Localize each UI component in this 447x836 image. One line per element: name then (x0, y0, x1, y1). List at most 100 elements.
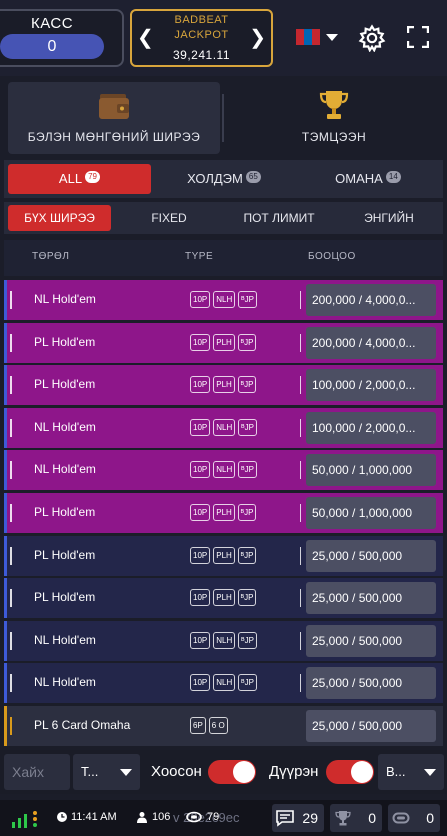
row-game-name: PL Hold'em (34, 505, 96, 519)
search-input[interactable] (4, 754, 70, 790)
filter-holdem-label: ХОЛДЭМ (187, 171, 243, 186)
chevron-left-icon[interactable]: ❮ (137, 27, 154, 49)
row-divider (300, 632, 301, 650)
row-tag: 10P (190, 461, 211, 478)
jackpot-widget: ❮ BADBEAT JACKPOT 39,241.11 ❯ (130, 9, 273, 67)
row-status-mark (10, 461, 12, 479)
row-game-name: PL 6 Card Omaha (34, 718, 131, 732)
mongolia-flag-icon[interactable] (296, 29, 320, 45)
table-list[interactable]: NL Hold'em 10P NLH ᴮJP 200,000 / 4,000,0... P… (4, 280, 447, 748)
filter-all-count: 79 (85, 171, 101, 183)
filter-all[interactable]: ALL 79 (8, 164, 151, 194)
token-button[interactable]: 0 (388, 804, 440, 832)
row-tag: PLH (213, 504, 235, 521)
table-header: ТӨРӨЛ TYPE БООЦОО (4, 240, 443, 276)
filter-omaha-label: ОМАНА (335, 171, 383, 186)
row-tag: ᴮJP (238, 419, 257, 436)
row-stakes: 25,000 / 500,000 (306, 582, 436, 614)
signal-strength-icon (12, 811, 37, 828)
table-row[interactable]: PL 6 Card Omaha 6P 6 O 25,000 / 500,000 (4, 706, 443, 746)
limit-simple-tab[interactable]: ЭНГИЙН (364, 211, 414, 225)
row-stakes: 50,000 / 1,000,000 (306, 497, 436, 529)
row-stakes: 100,000 / 2,000,0... (306, 412, 436, 444)
column-header-type[interactable]: ТӨРӨЛ (32, 251, 70, 262)
fullscreen-icon[interactable] (407, 26, 429, 48)
row-stakes: 25,000 / 500,000 (306, 625, 436, 657)
filter-omaha[interactable]: ОМАНА 14 (297, 164, 439, 194)
cashier-widget[interactable]: КАСС 0 (0, 9, 124, 67)
toggle-knob (233, 761, 255, 783)
tab-tournaments[interactable]: ТЭМЦЭЭН (228, 82, 440, 154)
jackpot-value: 39,241.11 (173, 48, 230, 62)
jackpot-title-line1: BADBEAT (174, 14, 229, 26)
row-tags: 10P PLH ᴮJP (190, 589, 257, 606)
row-tags: 10P PLH ᴮJP (190, 376, 257, 393)
table-row[interactable]: NL Hold'em 10P NLH ᴮJP 25,000 / 500,000 (4, 621, 443, 661)
type-select[interactable]: T... (73, 754, 140, 790)
filter-holdem[interactable]: ХОЛДЭМ 65 (154, 164, 294, 194)
row-game-name: NL Hold'em (34, 633, 96, 647)
row-divider (300, 334, 301, 352)
row-tag: NLH (213, 674, 236, 691)
table-row[interactable]: NL Hold'em 10P NLH ᴮJP 200,000 / 4,000,0... (4, 280, 443, 320)
row-tag: 6P (190, 717, 206, 734)
row-tag: ᴮJP (237, 334, 257, 351)
cashier-balance[interactable]: 0 (0, 34, 104, 59)
row-status-mark (10, 291, 12, 309)
column-header-stakes[interactable]: БООЦОО (308, 251, 356, 262)
column-header-type2[interactable]: TYPE (185, 251, 214, 262)
row-tag: 10P (190, 334, 211, 351)
trophy-icon (319, 91, 349, 119)
row-tags: 10P NLH ᴮJP (190, 461, 257, 478)
user-icon (137, 812, 147, 823)
row-accent-bar (4, 450, 7, 490)
row-stakes: 25,000 / 500,000 (306, 710, 436, 742)
row-tags: 10P NLH ᴮJP (190, 291, 257, 308)
jackpot-title-line2: JACKPOT (174, 29, 229, 41)
chat-count: 29 (302, 810, 318, 826)
row-tag: NLH (213, 291, 236, 308)
table-row[interactable]: NL Hold'em 10P NLH ᴮJP 25,000 / 500,000 (4, 663, 443, 703)
full-tables-toggle[interactable] (326, 760, 374, 784)
row-divider (300, 461, 301, 479)
row-tag: NLH (213, 419, 236, 436)
row-stakes: 200,000 / 4,000,0... (306, 284, 436, 316)
row-tag: 10P (190, 674, 211, 691)
row-divider (300, 589, 301, 607)
tab-cash-games[interactable]: БЭЛЭН МӨНГӨНИЙ ШИРЭЭ (8, 82, 220, 154)
row-game-name: NL Hold'em (34, 462, 96, 476)
table-row[interactable]: NL Hold'em 10P NLH ᴮJP 50,000 / 1,000,000 (4, 450, 443, 490)
row-accent-bar (4, 536, 7, 576)
limit-fixed-tab[interactable]: FIXED (151, 211, 187, 225)
table-row[interactable]: PL Hold'em 10P PLH ᴮJP 50,000 / 1,000,000 (4, 493, 443, 533)
table-row[interactable]: PL Hold'em 10P PLH ᴮJP 25,000 / 500,000 (4, 578, 443, 618)
row-tag: 10P (190, 376, 211, 393)
chevron-right-icon[interactable]: ❯ (249, 27, 266, 49)
row-divider (300, 504, 301, 522)
clock-time: 11:41 AM (71, 811, 117, 823)
trophy-button[interactable]: 0 (330, 804, 382, 832)
limit-all-tab[interactable]: БҮХ ШИРЭЭ (8, 205, 111, 231)
row-divider (300, 376, 301, 394)
extra-select[interactable]: B... (378, 754, 444, 790)
table-row[interactable]: PL Hold'em 10P PLH ᴮJP 25,000 / 500,000 (4, 536, 443, 576)
trophy-icon (335, 811, 351, 826)
row-tag: PLH (213, 376, 235, 393)
row-game-name: PL Hold'em (34, 335, 96, 349)
row-stakes: 50,000 / 1,000,000 (306, 454, 436, 486)
language-dropdown-caret-icon[interactable] (326, 34, 338, 41)
table-row[interactable]: NL Hold'em 10P NLH ᴮJP 100,000 / 2,000,0... (4, 408, 443, 448)
table-row[interactable]: PL Hold'em 10P PLH ᴮJP 200,000 / 4,000,0... (4, 323, 443, 363)
limit-pot-tab[interactable]: ПОТ ЛИМИТ (243, 211, 315, 225)
table-row[interactable]: PL Hold'em 10P PLH ᴮJP 100,000 / 2,000,0... (4, 365, 443, 405)
row-stakes: 100,000 / 2,000,0... (306, 369, 436, 401)
row-divider (300, 419, 301, 437)
gear-icon[interactable] (358, 24, 386, 52)
tab-tournaments-label: ТЭМЦЭЭН (301, 130, 367, 144)
chat-button[interactable]: 29 (272, 804, 324, 832)
empty-tables-toggle[interactable] (208, 760, 256, 784)
row-stakes: 25,000 / 500,000 (306, 540, 436, 572)
row-status-mark (10, 589, 12, 607)
row-tag: 6 O (208, 717, 228, 734)
row-accent-bar (4, 663, 7, 703)
